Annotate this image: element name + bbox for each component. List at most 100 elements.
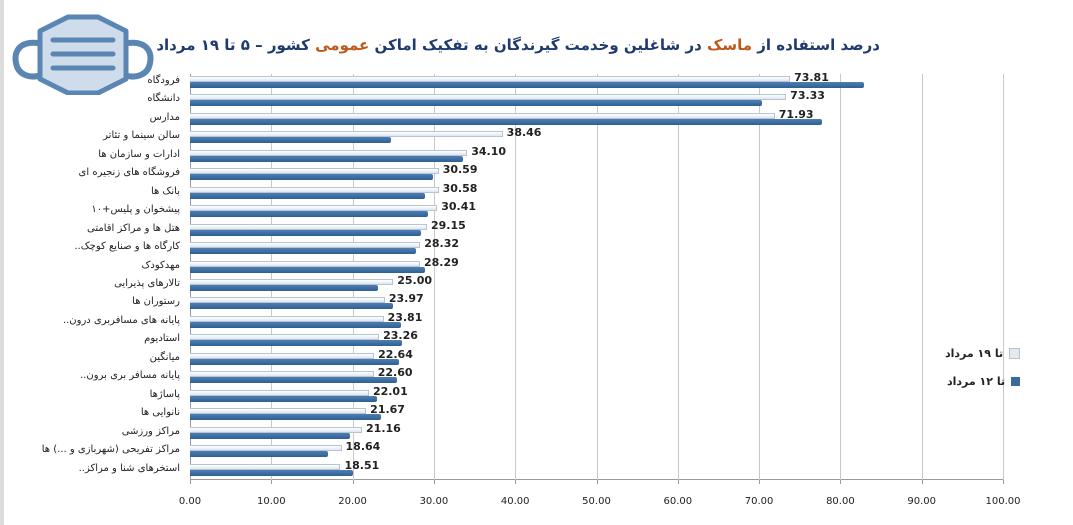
legend-label: تا ۱۲ مرداد	[947, 374, 1006, 388]
data-label: 30.58	[442, 181, 478, 195]
data-label: 23.26	[383, 329, 418, 343]
x-tick-label: 90.00	[907, 496, 936, 507]
bar-row: 38.46	[190, 126, 1003, 147]
bar-row: 23.97	[190, 292, 1003, 313]
bar-12-mordad	[190, 266, 425, 273]
gridline	[840, 74, 842, 480]
bar-19-mordad	[190, 112, 775, 119]
category-label: دانشگاه	[147, 93, 180, 105]
x-tick	[1003, 480, 1004, 484]
bar-row: 21.16	[190, 421, 1003, 443]
category-label: نانوایی ها	[140, 407, 180, 419]
bar-12-mordad	[190, 100, 763, 107]
legend-swatch	[1009, 347, 1021, 359]
data-label: 22.01	[372, 384, 408, 398]
category-label: فرودگاه	[147, 75, 180, 86]
category-label: بانک ها	[150, 185, 180, 197]
x-tick-label: 80.00	[826, 496, 855, 507]
bar-19-mordad	[190, 186, 439, 193]
legend-label: تا ۱۹ مرداد	[945, 346, 1004, 360]
bar-12-mordad	[190, 340, 403, 347]
legend: تا ۱۹ مرداد تا ۱۲ مرداد	[945, 345, 1021, 401]
bar-12-mordad	[190, 414, 382, 421]
data-label: 38.46	[506, 126, 542, 140]
data-label: 23.81	[387, 310, 423, 324]
gridline	[271, 74, 273, 480]
bar-19-mordad	[190, 297, 385, 304]
category-label: فروشگاه های زنجیره ای	[78, 167, 180, 179]
x-tick-label: 100.00	[985, 496, 1021, 507]
x-tick-label: 20.00	[338, 496, 367, 507]
bar-19-mordad	[190, 149, 468, 156]
bar-row: 28.29	[190, 255, 1003, 277]
data-label: 22.60	[377, 366, 413, 380]
bar-12-mordad	[190, 211, 429, 218]
bar-row: 22.60	[190, 366, 1003, 387]
bar-row: 25.00	[190, 274, 1003, 295]
bar-19-mordad	[190, 76, 791, 82]
data-label: 29.15	[430, 218, 466, 232]
data-label: 21.16	[366, 421, 401, 435]
title-highlight-public: عمومی	[315, 36, 370, 54]
bar-row: 73.33	[190, 89, 1003, 110]
bar-row: 30.41	[190, 200, 1003, 221]
x-tick	[759, 480, 761, 484]
bar-19-mordad	[190, 371, 374, 378]
x-tick-label: 70.00	[744, 496, 774, 507]
bar-row: 23.81	[190, 310, 1003, 332]
x-tick	[677, 480, 679, 484]
category-label: میانگین	[149, 351, 180, 363]
title-text: کشور – ۵ تا ۱۹ مرداد	[156, 36, 316, 54]
bar-19-mordad	[190, 463, 341, 470]
legend-swatch	[1011, 376, 1021, 386]
bar-12-mordad	[190, 358, 399, 365]
data-label: 73.33	[790, 89, 825, 103]
bar-12-mordad	[190, 321, 401, 328]
category-label: مدارس	[149, 111, 180, 123]
category-label: تالارهای پذیرایی	[114, 278, 180, 289]
bar-19-mordad	[190, 334, 380, 341]
bar-19-mordad	[190, 94, 787, 101]
face-mask-icon	[12, 14, 154, 95]
data-label: 34.10	[471, 144, 507, 158]
bar-19-mordad	[190, 131, 503, 138]
x-tick-label: 60.00	[663, 496, 693, 507]
bar-19-mordad	[190, 352, 375, 359]
category-label: مراکز تفریحی (شهربازی و ...) ها	[41, 444, 180, 456]
bar-12-mordad	[190, 155, 464, 162]
bar-row: 34.10	[190, 144, 1003, 166]
bar-row: 30.59	[190, 163, 1003, 184]
category-label: کارگاه ها و صنایع کوچک..	[74, 241, 180, 253]
x-tick-label: 0.00	[178, 496, 202, 507]
category-label: استخرهای شنا و مراکز..	[78, 462, 180, 474]
data-label: 28.29	[423, 255, 459, 269]
bar-row: 30.58	[190, 181, 1003, 203]
gridline	[515, 74, 517, 480]
bar-row: 21.67	[190, 403, 1003, 424]
plot-area: 73.81 73.33 71.93 38.46 34.10 30.59 30.58 30.41…	[190, 71, 1004, 484]
data-label: 22.64	[378, 347, 413, 361]
bar-12-mordad	[190, 137, 391, 144]
bar-row: 28.32	[190, 237, 1003, 258]
bar-12-mordad	[190, 377, 398, 384]
bar-19-mordad	[190, 408, 367, 415]
bar-12-mordad	[190, 118, 822, 125]
bar-12-mordad	[190, 229, 421, 236]
x-tick-label: 40.00	[500, 496, 530, 507]
data-label: 30.59	[442, 163, 478, 177]
bar-12-mordad	[190, 432, 351, 439]
bar-19-mordad	[190, 389, 369, 396]
bar-row: 18.51	[190, 459, 1003, 480]
data-label: 18.64	[345, 440, 381, 454]
gridline	[921, 74, 923, 480]
bar-12-mordad	[190, 395, 377, 402]
chart-title: درصد استفاده از ماسک در شاغلین وخدمت گیر…	[156, 36, 880, 54]
bar-19-mordad	[190, 445, 342, 452]
bar-row: 71.93	[190, 108, 1003, 129]
x-tick-label: 10.00	[256, 496, 286, 507]
bar-19-mordad	[190, 426, 363, 433]
x-tick	[596, 480, 598, 484]
bar-12-mordad	[190, 82, 864, 88]
category-label: مهدکودک	[141, 259, 180, 271]
bar-19-mordad	[190, 260, 420, 267]
